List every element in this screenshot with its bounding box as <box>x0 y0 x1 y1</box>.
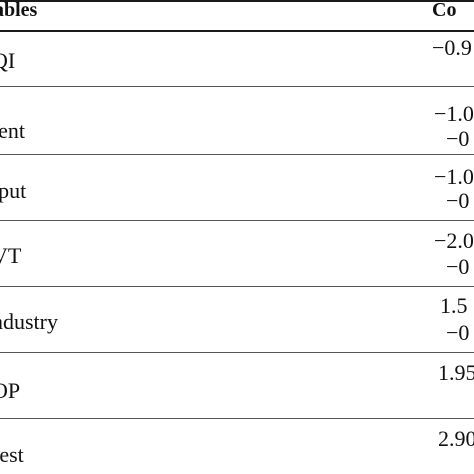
header-rule <box>0 30 474 32</box>
row-divider <box>0 86 474 87</box>
row-value-secondary: −0 <box>446 320 470 345</box>
row-value-secondary: −0 <box>446 188 470 213</box>
row-variable: VT <box>0 243 22 268</box>
row-value-secondary: −0 <box>446 126 470 151</box>
header-variables: ables <box>0 0 38 21</box>
row-variable: tput <box>0 178 27 203</box>
header-coefficient: Co <box>432 0 457 21</box>
table-top-rule <box>0 0 474 2</box>
row-variable: rest <box>0 442 24 467</box>
row-value: −2.0 <box>434 228 474 253</box>
row-value: 2.90 <box>438 426 474 451</box>
row-divider <box>0 220 474 221</box>
row-value: −0.9 <box>432 35 472 60</box>
row-variable: ndustry <box>0 309 58 334</box>
row-value: 1.5 <box>440 293 468 318</box>
row-value: 1.95 <box>438 360 474 385</box>
row-value: −1.0 <box>434 101 474 126</box>
row-value-secondary: −0 <box>446 254 470 279</box>
row-divider <box>0 352 474 353</box>
row-variable: QI <box>0 48 16 73</box>
row-divider <box>0 286 474 287</box>
row-variable: tent <box>0 118 25 143</box>
row-divider <box>0 418 474 419</box>
row-divider <box>0 154 474 155</box>
row-value: −1.0 <box>434 164 474 189</box>
row-variable: OP <box>0 378 21 403</box>
